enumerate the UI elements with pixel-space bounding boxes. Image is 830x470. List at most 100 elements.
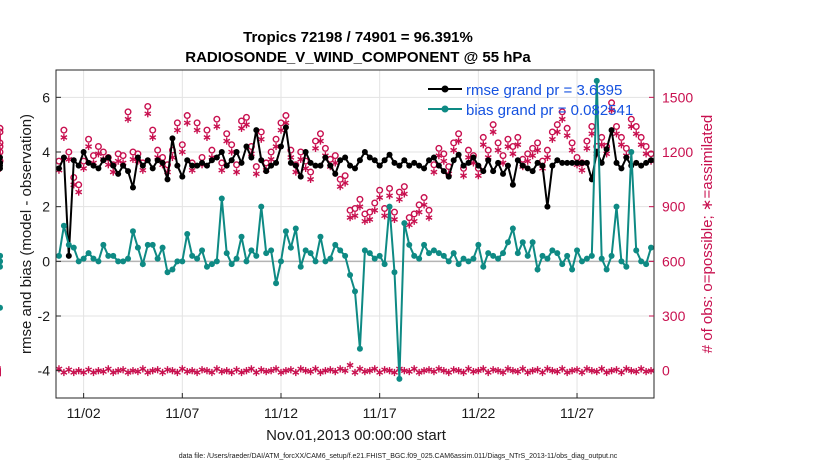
- assimilated-count-point: [351, 212, 359, 220]
- rmse-point: [381, 157, 388, 164]
- bias-point: [208, 261, 215, 268]
- layer-count-point: [524, 368, 532, 377]
- bias-point: [327, 255, 334, 262]
- possible-count-point: [203, 126, 211, 134]
- possible-count-point: [154, 146, 162, 154]
- layer-count-point: [55, 365, 63, 373]
- rmse-point: [356, 157, 363, 164]
- assimilated-count-point: [553, 128, 561, 136]
- rmse-point: [297, 173, 304, 180]
- assimilated-count-point: [233, 168, 241, 176]
- legend-rmse-label: rmse grand pr = 3.6395: [466, 82, 622, 99]
- possible-count-point: [272, 135, 280, 143]
- layer-count-point: [277, 368, 285, 377]
- x-tick-label: 11/17: [363, 405, 397, 421]
- possible-count-point: [144, 102, 152, 110]
- bias-point: [514, 250, 521, 257]
- layer-count-point: [460, 368, 468, 377]
- possible-count-point: [400, 183, 408, 191]
- assimilated-count-point: [617, 141, 625, 149]
- layer-count-point: [109, 368, 117, 377]
- axis-ticks: -4 -2 0 2 4 6 11/02 11/07 11/12 11/17 11/22 11/27 0 3…: [38, 89, 694, 421]
- assimilated-count-point: [509, 150, 517, 158]
- rmse-point: [495, 159, 502, 166]
- assimilated-count-point: [627, 122, 635, 131]
- rmse-point: [115, 170, 122, 177]
- rmse-point: [233, 149, 240, 155]
- layer-count-point: [124, 368, 132, 377]
- rmse-point: [95, 165, 102, 172]
- bias-point: [110, 252, 117, 259]
- bias-point: [524, 252, 531, 259]
- layer-count-point: [563, 368, 571, 377]
- rmse-point: [633, 159, 640, 166]
- bias-point: [603, 266, 610, 273]
- assimilated-count-point: [504, 142, 512, 151]
- possible-count-point: [420, 194, 428, 202]
- rmse-point: [144, 157, 151, 164]
- rmse-point: [263, 168, 270, 175]
- layer-count-point: [312, 365, 320, 373]
- possible-count-point: [0, 143, 4, 151]
- rmse-point: [347, 162, 354, 169]
- rmse-point: [90, 162, 97, 169]
- assimilated-count-point: [371, 206, 379, 214]
- assimilated-count-point: [514, 141, 522, 149]
- legend-rmse-marker: [441, 85, 449, 93]
- bias-point: [297, 263, 304, 270]
- assimilated-count-point: [341, 179, 349, 187]
- rmse-point: [401, 157, 408, 164]
- rmse-point: [243, 143, 250, 150]
- possible-count-point: [405, 214, 413, 222]
- bias-point: [273, 280, 280, 287]
- bias-point: [248, 247, 255, 254]
- layer-count-point: [242, 367, 250, 375]
- rmse-point: [514, 157, 521, 164]
- assimilated-count-point: [588, 130, 596, 138]
- assimilated-count-point: [228, 148, 236, 156]
- y-left-tick-label: 6: [42, 89, 50, 105]
- assimilated-count-point: [331, 159, 339, 167]
- possible-count-point: [0, 128, 4, 136]
- layer-count-point: [425, 366, 433, 374]
- bias-point: [588, 252, 595, 259]
- y-left-tick-label: 0: [42, 253, 50, 269]
- rmse-point: [504, 162, 511, 169]
- rmse-point: [322, 154, 329, 161]
- layer-count-point: [578, 368, 586, 377]
- assimilated-count-point: [390, 215, 398, 224]
- rmse-point: [312, 162, 319, 169]
- rmse-point: [223, 162, 230, 169]
- rmse-point: [578, 159, 585, 166]
- rmse-point: [213, 154, 220, 161]
- x-tick-label: 11/22: [461, 405, 495, 421]
- rmse-point: [273, 159, 280, 166]
- bias-point: [416, 255, 423, 262]
- assimilated-count-point: [568, 146, 576, 154]
- rmse-point: [564, 159, 571, 166]
- bias-point: [307, 250, 314, 257]
- bias-point: [396, 375, 403, 382]
- possible-count-point: [223, 130, 231, 138]
- layer-count-point: [622, 365, 630, 373]
- bias-point: [613, 203, 620, 210]
- possible-count-point: [499, 152, 507, 160]
- layer-count-point: [223, 367, 231, 375]
- possible-count-point: [94, 143, 102, 151]
- bias-point: [583, 255, 590, 262]
- possible-count-point: [336, 175, 344, 183]
- rmse-point: [361, 149, 368, 155]
- bias-point: [268, 247, 275, 254]
- assimilated-count-point: [440, 157, 448, 165]
- rmse-point: [465, 159, 472, 166]
- bias-point: [539, 252, 546, 259]
- possible-count-point: [282, 112, 290, 120]
- x-tick-label: 11/02: [67, 405, 101, 421]
- layer-count-point: [188, 367, 196, 375]
- bias-point: [337, 247, 344, 254]
- bias-point: [179, 258, 186, 265]
- rmse-point: [460, 162, 467, 169]
- assimilated-count-point: [75, 188, 83, 196]
- layer-count-point: [90, 368, 97, 377]
- possible-count-point: [617, 133, 625, 141]
